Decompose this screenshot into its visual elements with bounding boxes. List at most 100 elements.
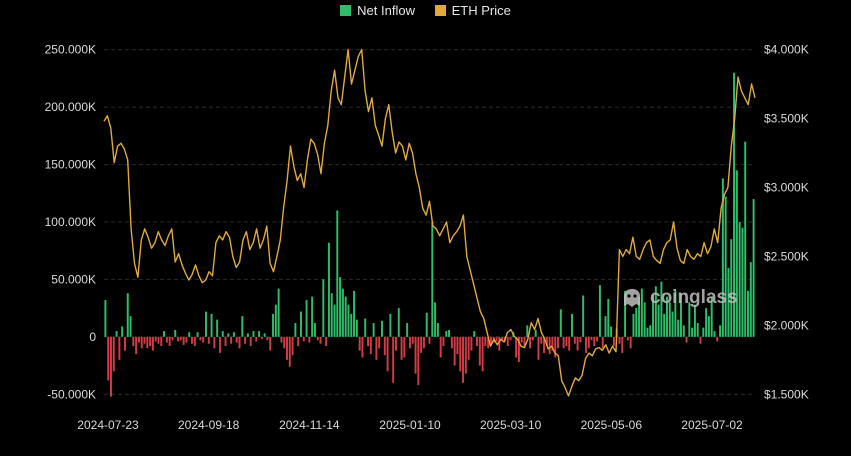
inflow-bar [398, 308, 400, 337]
inflow-bar [621, 337, 623, 353]
inflow-bar [431, 222, 433, 337]
inflow-bar [708, 316, 710, 337]
inflow-bar [171, 337, 173, 340]
inflow-bar [741, 228, 743, 337]
x-axis-tick-label: 2025-05-06 [581, 418, 643, 432]
inflow-bar [250, 337, 252, 346]
inflow-bar [442, 337, 444, 346]
inflow-bar [632, 314, 634, 337]
inflow-bar [317, 337, 319, 340]
inflow-bar [353, 291, 355, 337]
inflow-bar [116, 331, 118, 337]
inflow-bar [753, 199, 755, 337]
inflow-bar [596, 337, 598, 342]
inflow-bar [440, 337, 442, 358]
inflow-bar [557, 337, 559, 348]
inflow-bar [314, 323, 316, 337]
inflow-bar [163, 331, 165, 337]
left-axis-tick-label: 0 [89, 330, 96, 344]
inflow-bar [266, 337, 268, 340]
eth-price-swatch-icon [435, 5, 446, 16]
inflow-bar [515, 337, 517, 358]
x-axis-tick-label: 2024-11-14 [279, 418, 340, 432]
inflow-bar [705, 308, 707, 337]
inflow-bar [627, 337, 629, 340]
watermark-text: coinglass [650, 287, 738, 309]
inflow-bar [233, 332, 235, 337]
inflow-bar [283, 337, 285, 348]
inflow-bar [174, 330, 176, 337]
inflow-bar [568, 337, 570, 351]
inflow-bar [138, 337, 140, 343]
inflow-bar [308, 337, 310, 343]
inflow-bar [177, 337, 179, 342]
inflow-bar [132, 337, 134, 346]
inflow-bar [347, 305, 349, 337]
inflow-bar [127, 293, 129, 337]
inflow-bar [649, 325, 651, 336]
inflow-bar [261, 337, 263, 339]
right-axis-tick-label: $2.500K [764, 249, 809, 263]
inflow-bar [311, 297, 313, 337]
inflow-bar [280, 337, 282, 343]
inflow-bar [124, 337, 126, 351]
inflow-bar [104, 300, 106, 337]
inflow-bar [155, 337, 157, 342]
inflow-bar [356, 320, 358, 337]
inflow-bar [459, 337, 461, 371]
inflow-bar [510, 337, 512, 340]
legend-item-net-inflow[interactable]: Net Inflow [340, 3, 415, 18]
inflow-bar [588, 337, 590, 348]
inflow-bar [169, 337, 171, 346]
inflow-bar [747, 291, 749, 337]
inflow-bar [306, 300, 308, 337]
inflow-bar [325, 337, 327, 346]
inflow-bar [208, 337, 210, 344]
inflow-bar [213, 337, 215, 348]
inflow-bar [185, 337, 187, 343]
inflow-bar [359, 337, 361, 351]
inflow-bar [303, 337, 305, 342]
inflow-bar [361, 337, 363, 358]
x-axis-tick-label: 2024-09-18 [178, 418, 240, 432]
inflow-bar [205, 312, 207, 337]
inflow-bar [535, 330, 537, 337]
inflow-bar [121, 327, 123, 337]
inflow-bar [258, 331, 260, 337]
inflow-bar [591, 337, 593, 340]
inflow-bar [278, 289, 280, 337]
inflow-bar [381, 321, 383, 337]
inflow-bar [437, 323, 439, 337]
inflow-bar [602, 337, 604, 348]
inflow-bar [476, 337, 478, 346]
inflow-bar [599, 285, 601, 337]
legend-item-eth-price[interactable]: ETH Price [435, 3, 511, 18]
inflow-bar [507, 337, 509, 346]
right-axis-tick-label: $3.500K [764, 112, 809, 126]
inflow-bar [577, 337, 579, 351]
inflow-bar [264, 333, 266, 336]
inflow-bar [180, 337, 182, 340]
inflow-bar [529, 337, 531, 348]
price-line-group [104, 50, 755, 396]
eth-price-line [104, 50, 755, 396]
inflow-bar [113, 337, 115, 371]
inflow-bar [736, 170, 738, 337]
left-axis-tick-label: 50.000K [51, 272, 96, 286]
inflow-bar [585, 337, 587, 353]
inflow-bar [375, 337, 377, 360]
inflow-bar [222, 331, 224, 337]
inflow-bar [339, 277, 341, 337]
inflow-bar [739, 222, 741, 337]
inflow-bar [149, 337, 151, 346]
inflow-bar [292, 337, 294, 355]
inflow-bar [373, 323, 375, 337]
inflow-bar [144, 337, 146, 344]
inflow-bar [496, 337, 498, 342]
inflow-bar [194, 337, 196, 346]
inflow-bar [158, 337, 160, 344]
legend: Net Inflow ETH Price [0, 3, 851, 19]
inflow-bar [275, 305, 277, 337]
inflow-bar [403, 337, 405, 358]
inflow-bar [289, 337, 291, 367]
